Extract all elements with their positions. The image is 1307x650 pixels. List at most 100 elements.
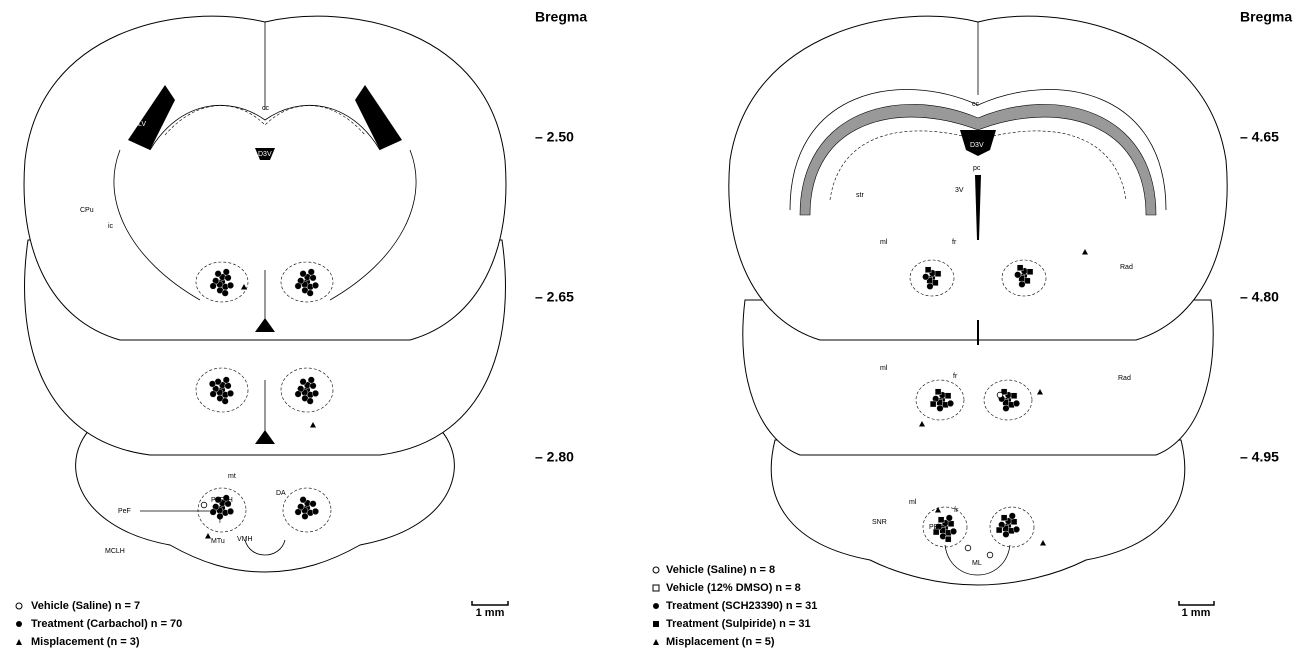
region-label: 3V [955, 187, 964, 194]
region-label: ML [972, 560, 982, 567]
level-label: – 2.80 [535, 449, 574, 465]
placement-marker [302, 513, 309, 520]
region-label: ml [880, 239, 888, 246]
placement-marker [201, 502, 207, 508]
legend-symbol [16, 639, 22, 645]
region-label: VMH [237, 536, 253, 543]
legend-symbol [653, 585, 659, 591]
placement-marker [227, 390, 234, 397]
placement-marker [1011, 393, 1017, 399]
legend-label: Treatment (Sulpiride) n = 31 [666, 618, 811, 630]
region-label: str [856, 192, 864, 199]
placement-marker [937, 405, 944, 412]
placement-marker [209, 381, 216, 388]
region-label: cc [972, 101, 980, 108]
region-label: fr [954, 507, 959, 514]
region-label: DA [276, 490, 286, 497]
legend-label: Treatment (SCH23390) n = 31 [666, 600, 817, 612]
placement-marker [1014, 271, 1021, 278]
placement-marker [222, 398, 229, 405]
placement-marker [227, 508, 234, 515]
placement-marker [310, 382, 317, 389]
placement-marker [1019, 281, 1026, 288]
placement-marker [308, 269, 315, 276]
level-label: – 2.50 [535, 129, 574, 145]
scale-bar [472, 601, 508, 605]
placement-marker [227, 282, 234, 289]
legend-symbol [653, 603, 659, 609]
placement-marker [932, 280, 938, 286]
region-label: mt [228, 473, 236, 480]
placement-marker [1013, 526, 1020, 533]
placement-marker [210, 283, 217, 290]
placement-marker [300, 496, 307, 503]
level-label: – 4.65 [1240, 129, 1279, 145]
placement-marker [307, 290, 314, 297]
placement-marker [945, 393, 951, 399]
region-label: CPu [80, 207, 94, 214]
placement-marker [310, 500, 317, 507]
placement-marker [295, 509, 302, 516]
region-label: fr [953, 373, 958, 380]
region-label: SNR [872, 519, 887, 526]
placement-marker [1017, 265, 1023, 271]
placement-marker [1009, 513, 1016, 520]
placement-marker [312, 390, 319, 397]
placement-marker [225, 274, 232, 281]
placement-marker [1027, 269, 1033, 275]
placement-marker [300, 378, 307, 385]
legend-label: Treatment (Carbachol) n = 70 [31, 618, 182, 630]
placement-marker [930, 401, 936, 407]
region-label: MTu [211, 538, 225, 545]
region-label: Rad [1118, 375, 1131, 382]
placement-marker [935, 271, 941, 277]
legend-label: Misplacement (n = 3) [31, 636, 140, 648]
placement-marker [1003, 531, 1010, 538]
legend-label: Vehicle (Saline) n = 7 [31, 600, 140, 612]
region-label: cc [262, 105, 270, 112]
region-label: D3V [970, 142, 984, 149]
legend-label: Vehicle (Saline) n = 8 [666, 564, 775, 576]
placement-marker [308, 377, 315, 384]
left-brain [24, 16, 506, 572]
legend-label: Vehicle (12% DMSO) n = 8 [666, 582, 801, 594]
level-label: – 4.80 [1240, 289, 1279, 305]
placement-marker [210, 509, 217, 516]
placement-marker [987, 552, 993, 558]
placement-marker [223, 269, 230, 276]
level-label: – 2.65 [535, 289, 574, 305]
placement-marker [997, 392, 1003, 398]
region-label: ml [880, 365, 888, 372]
legend-symbol [16, 621, 22, 627]
placement-marker [1013, 400, 1020, 407]
region-label: ml [909, 499, 917, 506]
bregma-title: Bregma [1240, 9, 1292, 25]
region-label: f [219, 518, 221, 525]
region-label: fr [952, 239, 957, 246]
placement-marker [950, 528, 957, 535]
placement-marker [300, 270, 307, 277]
placement-marker [945, 536, 951, 542]
placement-marker [312, 508, 319, 515]
placement-marker [1024, 278, 1030, 284]
bregma-title: Bregma [535, 9, 587, 25]
placement-marker [925, 267, 931, 273]
legend-label: Misplacement (n = 5) [666, 636, 775, 648]
placement-marker [938, 517, 944, 523]
placement-marker [965, 545, 971, 551]
placement-marker [946, 515, 953, 522]
region-label: LV [138, 121, 146, 128]
region-label: pc [973, 165, 981, 172]
legend-symbol [653, 567, 659, 573]
placement-marker [225, 382, 232, 389]
placement-marker [1003, 405, 1010, 412]
placement-marker [927, 283, 934, 290]
placement-marker [935, 389, 941, 395]
legend-symbol [16, 603, 22, 609]
legend-symbol [653, 639, 659, 645]
scale-label: 1 mm [1182, 607, 1211, 619]
placement-marker [307, 398, 314, 405]
placement-marker [210, 391, 217, 398]
scale-bar [1179, 601, 1214, 605]
placement-marker [1011, 519, 1017, 525]
